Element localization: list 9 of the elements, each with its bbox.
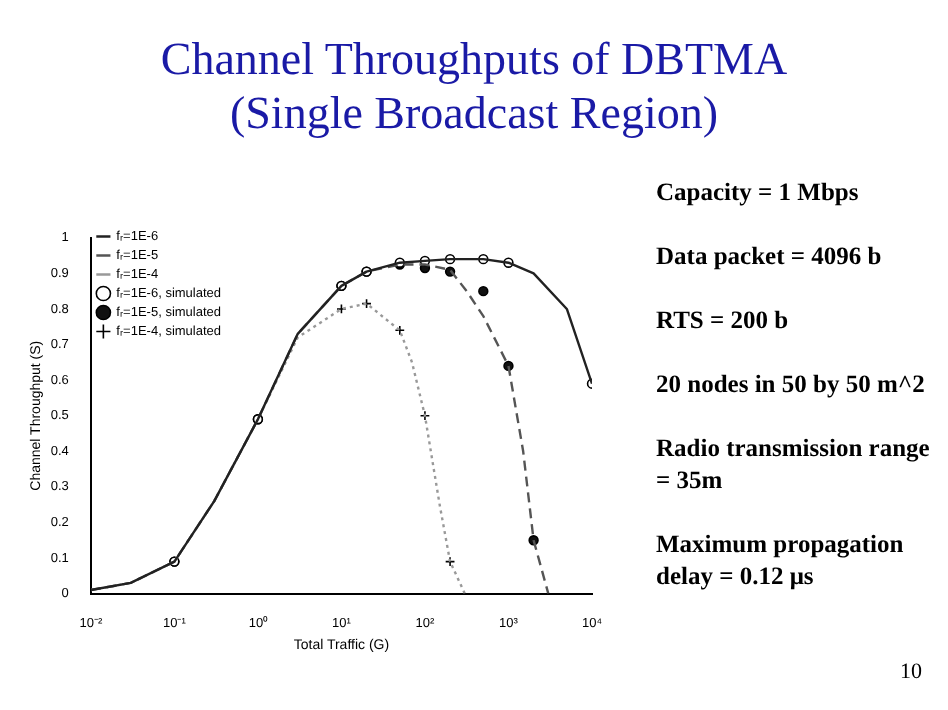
text: Capacity = 1 Mbps: [656, 176, 861, 208]
text: 20 nodes in 50 by 50 m^2: [656, 368, 927, 400]
chart-title: Channel Throughputs of DBTMA: [158, 32, 790, 86]
chart-subtitle: (Single Broadcast Region): [227, 86, 720, 140]
text: Data packet = 4096 b: [656, 240, 884, 272]
text: RTS = 200 b: [656, 304, 791, 336]
text: Maximum propagation delay = 0.12 μs: [656, 528, 906, 592]
text: Radio transmission range = 35m: [656, 432, 932, 496]
text: 10: [900, 660, 922, 684]
